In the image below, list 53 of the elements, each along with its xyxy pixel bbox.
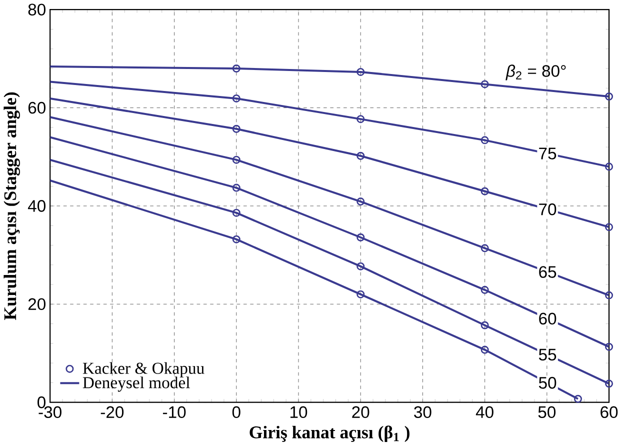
point xyxy=(232,208,240,217)
point xyxy=(232,64,240,73)
x-tick-label: 30 xyxy=(414,406,432,418)
y-tick-label: 40 xyxy=(28,200,46,212)
y-tick-label: 60 xyxy=(28,102,46,114)
point xyxy=(480,346,489,354)
x-tick-label: -20 xyxy=(100,406,124,418)
point xyxy=(232,184,240,192)
annotation: 60 xyxy=(539,312,556,325)
x-tick-label: 20 xyxy=(352,406,370,418)
point xyxy=(605,223,614,232)
annotation: 55 xyxy=(538,349,556,361)
point xyxy=(356,68,365,76)
point xyxy=(356,152,365,160)
point xyxy=(480,286,489,294)
point xyxy=(480,80,489,88)
x-tick-label: -10 xyxy=(162,406,186,418)
x-tick-label: 50 xyxy=(538,406,556,418)
legend-label: Deneysel model xyxy=(82,376,190,392)
x-tick-label: 40 xyxy=(476,406,494,418)
point xyxy=(232,125,240,134)
point xyxy=(480,136,489,144)
point xyxy=(480,187,489,196)
point xyxy=(356,198,365,206)
y-tick-label: 80 xyxy=(28,4,46,16)
y-axis-title: Kurulum açısı (Stagger angle) xyxy=(4,92,20,320)
point xyxy=(480,244,489,252)
point xyxy=(232,156,240,164)
point xyxy=(356,234,365,242)
point xyxy=(356,290,365,298)
legend-label: Kacker & Okapuu xyxy=(82,362,204,378)
point xyxy=(480,321,489,330)
x-tick-label: -30 xyxy=(38,406,62,418)
point xyxy=(356,115,365,124)
point xyxy=(605,291,614,300)
point xyxy=(232,94,240,103)
x-tick-label: 10 xyxy=(290,406,308,418)
point xyxy=(232,235,240,244)
point xyxy=(605,92,614,101)
annotation: 75 xyxy=(539,148,556,160)
point xyxy=(605,162,614,171)
annotation: 70 xyxy=(539,204,556,216)
y-tick-label: 20 xyxy=(28,298,46,310)
x-axis-title: Giriş kanat açısı (β$_{1}$ ) xyxy=(250,426,410,442)
annotation: 65 xyxy=(539,266,556,278)
x-tick-label: 60 xyxy=(600,406,618,418)
point xyxy=(356,262,365,270)
y-tick-label: 0 xyxy=(38,396,46,408)
annotation: β$_{2}$ = 80° xyxy=(506,64,566,80)
x-tick-label: 0 xyxy=(232,406,240,418)
point xyxy=(605,380,614,388)
annotation: 50 xyxy=(538,377,556,389)
point xyxy=(605,342,614,352)
